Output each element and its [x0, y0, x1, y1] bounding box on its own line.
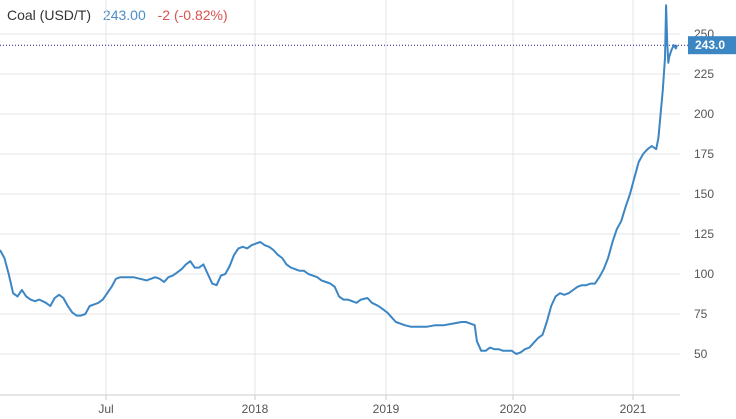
x-tick-label: 2018	[242, 402, 269, 416]
y-tick-label: 100	[694, 267, 714, 281]
y-tick-label: 200	[694, 107, 714, 121]
last-price-tag: 243.0	[688, 36, 736, 55]
y-tick-label: 150	[694, 187, 714, 201]
plot-area: 243.0	[0, 4, 736, 355]
y-tick-label: 50	[694, 347, 708, 361]
y-tick-label: 225	[694, 67, 714, 81]
y-tick-label: 175	[694, 147, 714, 161]
x-axis-ticks: Jul 2018 2019 2020 2021	[98, 402, 646, 416]
instrument-name: Coal (USD/T)	[7, 7, 92, 23]
y-tick-label: 125	[694, 227, 714, 241]
chart-header: Coal (USD/T) 243.00 -2 (-0.82%)	[7, 7, 228, 23]
series-line	[0, 4, 678, 355]
last-price-tag-label: 243.0	[695, 38, 725, 52]
grid-lines	[0, 0, 680, 400]
y-tick-label: 75	[694, 307, 708, 321]
last-price-tag-bg	[688, 36, 736, 55]
current-price: 243.00	[102, 7, 146, 23]
x-tick-label: Jul	[98, 402, 113, 416]
price-change: -2 (-0.82%)	[157, 7, 228, 23]
x-tick-label: 2021	[620, 402, 647, 416]
x-tick-label: 2020	[500, 402, 527, 416]
x-tick-label: 2019	[373, 402, 400, 416]
